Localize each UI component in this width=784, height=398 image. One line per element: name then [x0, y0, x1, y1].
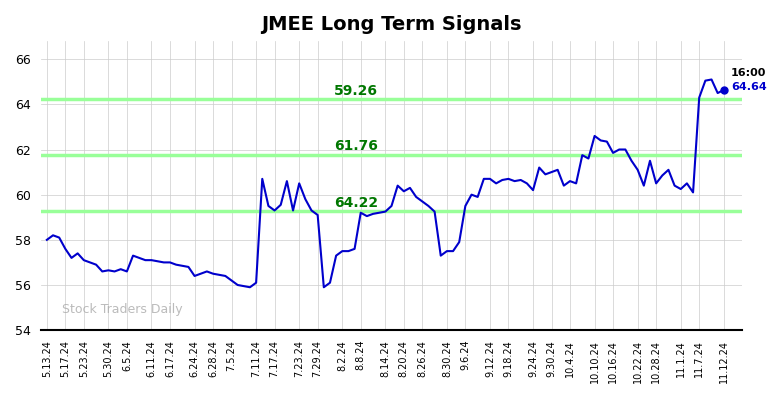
Text: Stock Traders Daily: Stock Traders Daily	[62, 303, 183, 316]
Text: 59.26: 59.26	[334, 84, 378, 98]
Text: 64.64: 64.64	[731, 82, 767, 92]
Text: 16:00: 16:00	[731, 68, 766, 78]
Title: JMEE Long Term Signals: JMEE Long Term Signals	[261, 15, 522, 34]
Text: 64.22: 64.22	[334, 196, 378, 210]
Point	[717, 87, 730, 93]
Text: 61.76: 61.76	[334, 139, 378, 153]
